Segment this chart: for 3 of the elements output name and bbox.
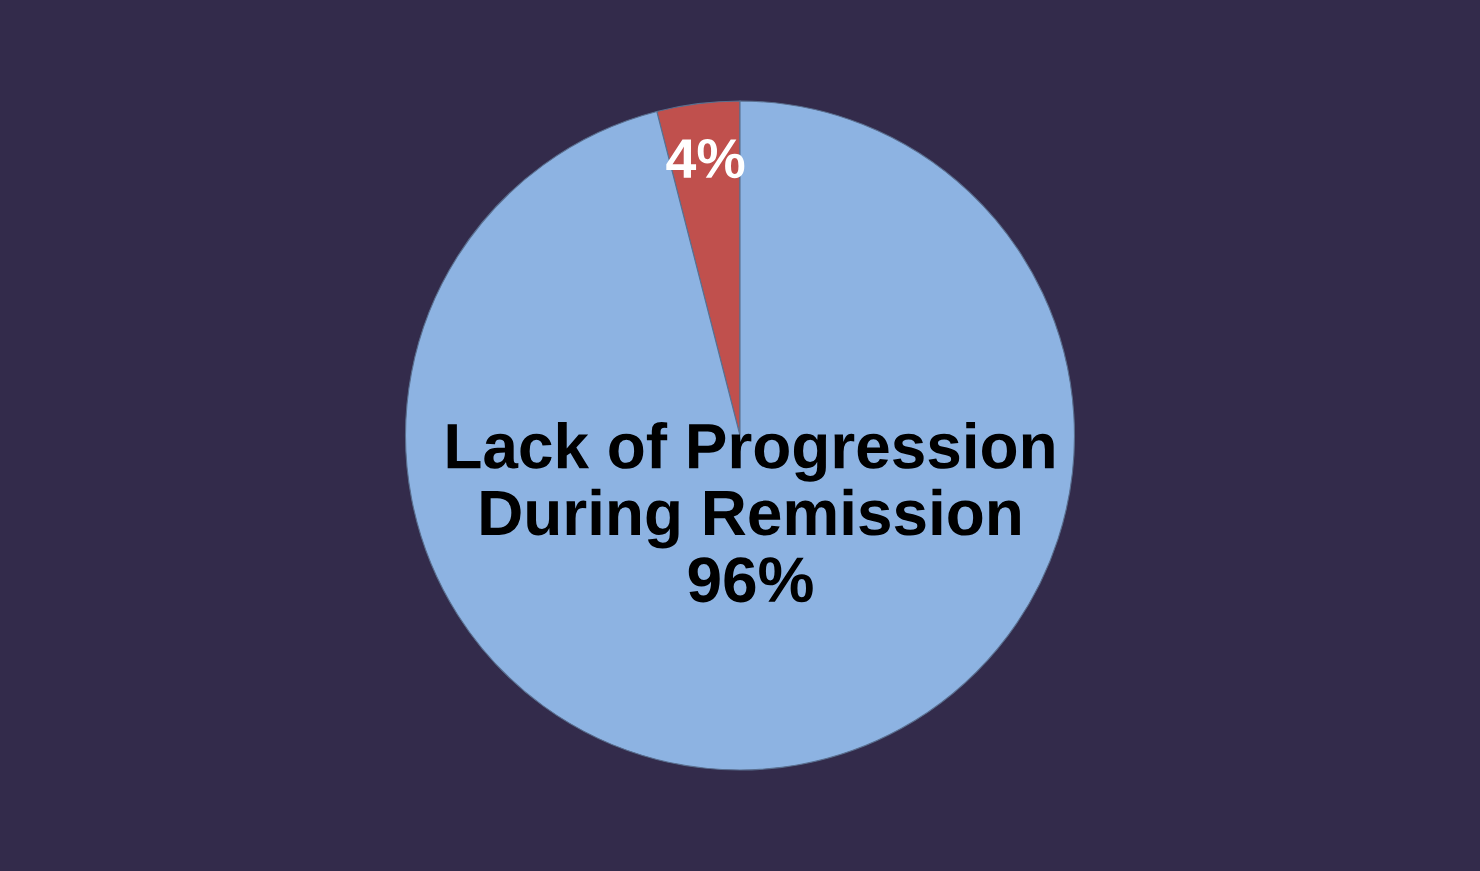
data-label: 96%	[688, 557, 813, 603]
slice-label: Lack of Progression During Remission	[447, 421, 1054, 549]
pie-slice	[404, 100, 1076, 771]
